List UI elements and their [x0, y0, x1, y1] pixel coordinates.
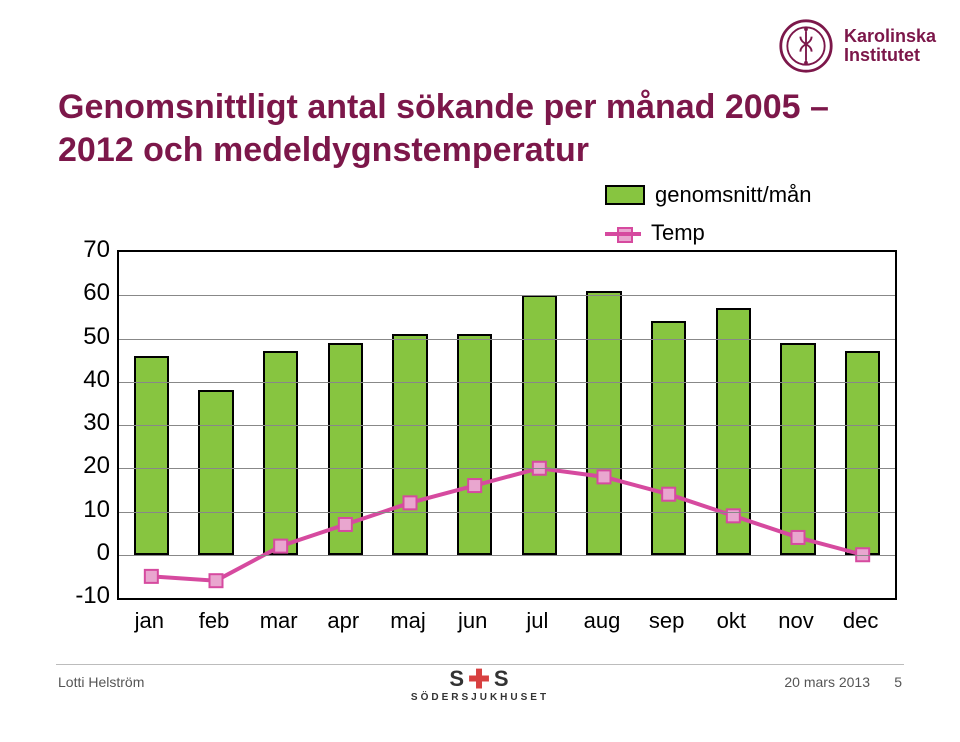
footer-author: Lotti Helström: [58, 674, 144, 690]
gridline: [119, 425, 895, 426]
temp-marker: [404, 496, 417, 509]
x-tick-label: jan: [135, 608, 164, 634]
chart-plot: [117, 250, 897, 600]
y-tick-label: 70: [62, 236, 110, 264]
y-tick-label: 10: [62, 496, 110, 524]
gridline: [119, 512, 895, 513]
x-tick-label: feb: [199, 608, 230, 634]
y-tick-label: 0: [62, 539, 110, 567]
temp-marker: [145, 570, 158, 583]
temp-marker: [468, 479, 481, 492]
legend-line-swatch: [605, 225, 641, 241]
ki-name-line1: Karolinska: [844, 27, 936, 46]
x-tick-label: jul: [526, 608, 548, 634]
sos-logo-sub: SÖDERSJUKHUSET: [411, 692, 549, 703]
y-tick-label: 30: [62, 409, 110, 437]
x-tick-label: nov: [778, 608, 813, 634]
y-tick-label: 50: [62, 323, 110, 351]
gridline: [119, 295, 895, 296]
slide-footer: Lotti Helström S✚S SÖDERSJUKHUSET 20 mar…: [0, 664, 960, 724]
x-tick-label: mar: [260, 608, 298, 634]
ki-name-line2: Institutet: [844, 46, 936, 65]
legend-bar-label: genomsnitt/mån: [655, 182, 812, 208]
footer-date: 20 mars 2013: [784, 674, 870, 690]
gridline: [119, 339, 895, 340]
x-tick-label: apr: [327, 608, 359, 634]
x-tick-label: jun: [458, 608, 487, 634]
x-tick-label: aug: [584, 608, 621, 634]
chart-title: Genomsnittligt antal sökande per månad 2…: [58, 86, 838, 171]
legend-line-label: Temp: [651, 220, 705, 246]
x-tick-label: sep: [649, 608, 684, 634]
legend-item-line: Temp: [605, 220, 812, 246]
chart-area: -10010203040506070janfebmaraprmajjunjula…: [62, 250, 897, 630]
x-tick-label: maj: [390, 608, 425, 634]
temp-line: [151, 468, 862, 580]
temp-marker: [339, 518, 352, 531]
temp-marker: [792, 531, 805, 544]
y-tick-label: 40: [62, 366, 110, 394]
ki-name: Karolinska Institutet: [844, 27, 936, 65]
gridline: [119, 382, 895, 383]
plus-icon: ✚: [468, 670, 492, 688]
x-tick-label: okt: [717, 608, 746, 634]
chart-legend: genomsnitt/mån Temp: [605, 182, 812, 258]
temp-marker: [274, 540, 287, 553]
temp-marker: [598, 470, 611, 483]
gridline: [119, 555, 895, 556]
y-tick-label: -10: [62, 582, 110, 610]
temp-marker: [662, 488, 675, 501]
sos-logo-top: S✚S: [411, 666, 549, 692]
sos-logo: S✚S SÖDERSJUKHUSET: [411, 666, 549, 703]
legend-item-bars: genomsnitt/mån: [605, 182, 812, 208]
ki-seal-icon: [778, 18, 834, 74]
footer-page-number: 5: [894, 674, 902, 690]
x-tick-label: dec: [843, 608, 878, 634]
y-tick-label: 60: [62, 279, 110, 307]
legend-bar-swatch: [605, 185, 645, 205]
temp-marker: [210, 574, 223, 587]
ki-logo: Karolinska Institutet: [778, 18, 936, 74]
gridline: [119, 468, 895, 469]
y-tick-label: 20: [62, 452, 110, 480]
